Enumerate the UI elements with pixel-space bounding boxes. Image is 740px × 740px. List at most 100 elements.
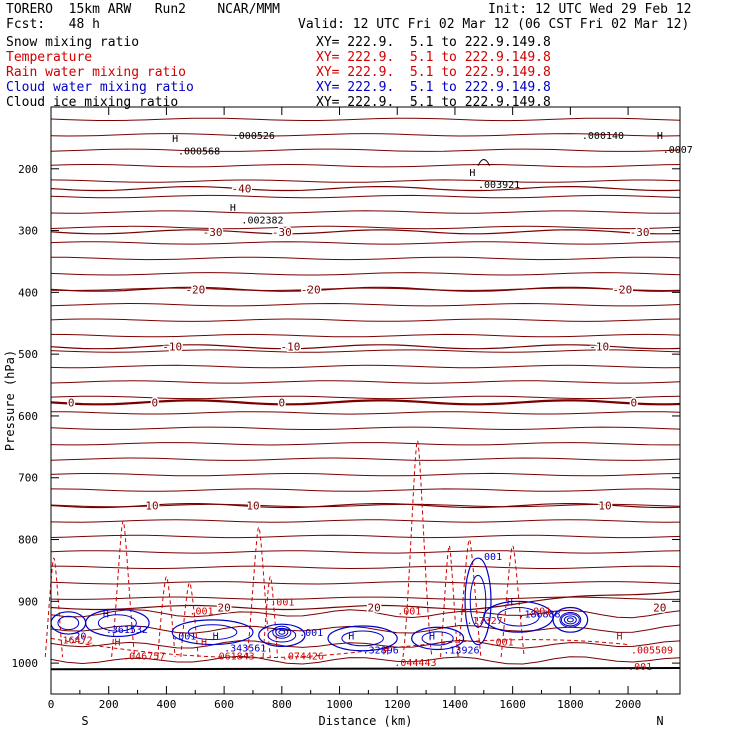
contour-annotation: H <box>461 607 467 618</box>
legend-rain: Rain water mixing ratio <box>6 65 187 80</box>
rain-water-contour <box>157 576 176 657</box>
temperature-contour--10 <box>50 344 681 350</box>
rain-water-contour <box>262 576 278 657</box>
temperature-label: 0 <box>152 396 159 409</box>
contour-annotation: 16472 <box>63 636 93 647</box>
contour-annotation: H <box>617 631 623 642</box>
y-tick-label: 300 <box>18 225 38 238</box>
isotherm-line <box>50 163 681 168</box>
temperature-contour--40 <box>50 186 681 192</box>
contour-annotation: .001 <box>628 662 652 673</box>
temperature-label: 0 <box>279 396 286 409</box>
contour-annotation: .0007 <box>663 145 693 156</box>
rain-water-contour <box>111 520 136 657</box>
isotherm-line <box>50 133 681 137</box>
contour-annotation: .001 <box>490 637 514 648</box>
isotherm-line <box>50 550 681 554</box>
contour-annotation: .20 <box>68 631 86 642</box>
cloud-water-contour <box>469 574 487 628</box>
cloud-water-contour <box>552 606 589 633</box>
temperature-contour--20 <box>50 286 681 292</box>
temperature-label: 20 <box>217 601 230 614</box>
contour-annotation: H <box>172 134 178 145</box>
valid-time: Valid: 12 UTC Fri 02 Mar 12 (06 CST Fri … <box>298 17 690 32</box>
legend-cloud-water: Cloud water mixing ratio <box>6 80 194 95</box>
cloud-water-contour <box>275 627 289 637</box>
y-tick-label: 600 <box>18 410 38 423</box>
cloud-water-contour <box>57 615 80 631</box>
isotherm-line <box>50 472 681 477</box>
rain-water-contour <box>440 545 459 657</box>
contour-annotation: .001 <box>527 607 551 618</box>
isotherm-line <box>50 210 681 214</box>
x-tick-label: 1000 <box>326 698 353 711</box>
contour-annotation: H <box>469 168 475 179</box>
contour-annotation: .074426 <box>282 652 324 663</box>
surface-line <box>50 667 681 671</box>
cloud-water-contour <box>278 629 286 635</box>
contour-annotation: .061843 <box>213 652 255 663</box>
endpoint-north: N <box>656 714 663 728</box>
forecast-hour: Fcst: 48 h <box>6 17 100 32</box>
cloud-water-contour <box>563 615 577 625</box>
legend-temperature-xy: XY= 222.9. 5.1 to 222.9.149.8 <box>316 50 551 65</box>
contour-annotation: H <box>657 131 663 142</box>
isotherm-line <box>50 609 681 619</box>
temperature-contour-0 <box>50 399 681 406</box>
contour-annotation: H <box>213 631 219 642</box>
cloud-water-contour <box>97 614 137 632</box>
isotherm-line <box>50 503 681 508</box>
contour-annotation: H <box>201 637 207 648</box>
isotherm-line <box>50 241 681 245</box>
isotherm-line <box>50 318 681 322</box>
y-tick-label: 500 <box>18 348 38 361</box>
contour-annotation: H <box>230 203 236 214</box>
contour-annotation: .001 <box>397 607 421 618</box>
x-tick-label: 400 <box>156 698 176 711</box>
temperature-label: 10 <box>246 500 259 513</box>
cloud-water-contour <box>421 631 454 646</box>
isotherm-line <box>50 333 681 338</box>
isotherm-line <box>50 639 681 649</box>
x-tick-label: 1800 <box>557 698 584 711</box>
isotherm-line <box>50 442 680 446</box>
x-tick-label: 2000 <box>615 698 642 711</box>
cloud-water-contour <box>464 557 492 646</box>
temperature-label: -10 <box>589 341 609 354</box>
y-axis-label: Pressure (hPa) <box>3 350 17 451</box>
contour-annotation: .001 <box>172 631 196 642</box>
temperature-label: 0 <box>631 396 638 409</box>
isotherm-line <box>50 117 681 122</box>
contour-annotation: .000568 <box>178 146 220 157</box>
contour-annotation: H <box>103 610 109 621</box>
isotherm-line <box>50 596 680 600</box>
isotherm-line <box>50 624 681 634</box>
x-tick-label: 0 <box>48 698 55 711</box>
init-time: Init: 12 UTC Wed 29 Feb 12 <box>488 2 692 17</box>
temperature-label: 20 <box>653 601 666 614</box>
cloud-water-contour <box>560 613 580 627</box>
contour-annotation: H <box>383 647 389 658</box>
contour-annotation: .044443 <box>394 658 436 669</box>
y-tick-label: 1000 <box>12 657 39 670</box>
contour-annotation: .13926 <box>443 646 479 657</box>
temperature-label: 10 <box>145 500 158 513</box>
isotherm-line <box>50 426 681 431</box>
contour-annotation: H <box>348 631 354 642</box>
isotherm-line <box>50 488 681 492</box>
contour-annotation: H <box>114 637 120 648</box>
isotherm-line <box>50 565 681 570</box>
x-tick-label: 1200 <box>384 698 411 711</box>
legend-cloud-ice-xy: XY= 222.9. 5.1 to 222.9.149.8 <box>316 95 551 110</box>
isotherm-line <box>50 364 681 369</box>
legend-rain-xy: XY= 222.9. 5.1 to 222.9.149.8 <box>316 65 551 80</box>
contour-annotation: .000140 <box>582 131 624 142</box>
cloud-water-contour <box>327 625 398 652</box>
isotherm-line <box>50 179 681 183</box>
isotherm-line <box>50 655 681 665</box>
cloud-water-contour <box>258 623 306 648</box>
temperature-label: -20 <box>301 283 321 296</box>
contour-annotation: H <box>429 631 435 642</box>
contour-annotation: .343561 <box>224 644 266 655</box>
x-tick-label: 1400 <box>442 698 469 711</box>
